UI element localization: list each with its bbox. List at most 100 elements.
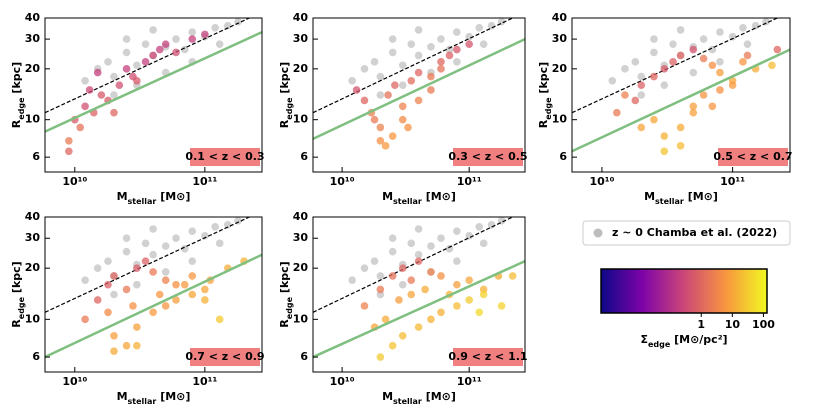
reference-point: [110, 72, 118, 81]
point: [376, 353, 385, 361]
point: [381, 315, 390, 324]
point: [391, 81, 399, 90]
point: [437, 65, 445, 73]
reference-point: [376, 72, 385, 81]
x-tick-label: 10¹¹: [457, 375, 482, 388]
reference-point: [716, 58, 724, 66]
point: [427, 315, 435, 324]
reference-line: [313, 217, 513, 313]
point: [621, 91, 629, 99]
bin-label: 0.3 < z < 0.5: [448, 150, 527, 163]
point: [637, 123, 646, 132]
reference-point: [388, 234, 397, 243]
reference-point: [81, 76, 89, 85]
point: [133, 341, 141, 350]
reference-point: [360, 65, 369, 73]
reference-point: [689, 68, 698, 77]
reference-point: [370, 58, 379, 66]
reference-point: [751, 21, 760, 30]
point: [465, 296, 473, 304]
x-tick-label: 10¹¹: [720, 175, 745, 188]
x-axis-label-rest: [M⊙]: [156, 390, 190, 403]
point: [133, 264, 141, 272]
y-tick-label: 40: [25, 210, 41, 223]
legend-frame: [582, 220, 791, 246]
point: [122, 65, 131, 73]
point: [676, 123, 685, 132]
point: [376, 136, 385, 145]
reference-point: [388, 35, 397, 43]
point: [479, 290, 488, 299]
reference-point: [348, 76, 356, 85]
y-axis-label-sub: edge: [17, 296, 26, 319]
axes-frame: [312, 216, 526, 373]
point: [669, 58, 677, 66]
reference-point: [211, 23, 219, 32]
y-tick-label: 10: [25, 113, 41, 126]
x-axis-label-main: M: [117, 390, 128, 403]
plot-area: [313, 217, 525, 361]
x-tick-label: 10¹⁰: [62, 175, 87, 188]
y-axis-label-sub: edge: [285, 97, 294, 120]
reference-point: [676, 26, 685, 34]
y-axis-label: Redge [kpc]: [537, 62, 553, 128]
point: [149, 308, 157, 317]
point: [395, 296, 403, 304]
y-axis-label-sub: edge: [17, 97, 26, 120]
reference-point: [407, 40, 416, 48]
reference-point: [475, 23, 484, 32]
reference-point: [453, 28, 461, 36]
point: [161, 302, 170, 310]
reference-point: [215, 239, 224, 248]
colorbar: [600, 268, 768, 314]
x-axis-label: Mstellar [M⊙]: [644, 190, 718, 206]
point: [352, 86, 361, 94]
point: [398, 115, 407, 124]
reference-point: [487, 220, 496, 229]
x-axis-label: Mstellar [M⊙]: [382, 190, 456, 206]
point: [115, 81, 124, 90]
y-tick-label: 40: [552, 11, 568, 24]
point: [508, 272, 517, 280]
point: [708, 102, 717, 111]
point: [110, 272, 118, 280]
point: [699, 91, 708, 99]
point: [739, 58, 747, 66]
point: [414, 323, 423, 331]
point: [453, 45, 461, 54]
reference-point: [650, 48, 658, 57]
reference-point: [427, 43, 435, 51]
y-axis-label-sub: edge: [285, 296, 294, 319]
y-tick-label: 40: [293, 210, 309, 223]
x-axis-label: Mstellar [M⊙]: [382, 390, 456, 406]
point: [398, 264, 407, 272]
y-tick-label: 30: [293, 32, 309, 45]
point: [414, 257, 423, 265]
reference-point: [223, 21, 232, 30]
y-tick-label: 10: [293, 113, 309, 126]
fit-line: [45, 30, 262, 133]
colorbar-label: Σedge [M⊙/pc²]: [640, 333, 727, 349]
point: [81, 102, 89, 111]
reference-point: [211, 223, 219, 231]
axes-frame: [44, 216, 263, 373]
x-axis-label-rest: [M⊙]: [156, 190, 190, 203]
fit-line: [572, 48, 790, 153]
reference-point: [453, 257, 461, 265]
reference-line: [313, 18, 513, 114]
reference-point: [660, 81, 669, 90]
reference-point: [122, 48, 131, 57]
reference-point: [427, 242, 435, 250]
colorbar-label-sub: edge: [648, 340, 671, 349]
axes-frame: [571, 17, 791, 173]
bin-label-box: [453, 148, 523, 166]
point: [689, 108, 698, 117]
point: [180, 280, 189, 289]
x-axis-label: Mstellar [M⊙]: [117, 190, 191, 206]
reference-point: [110, 290, 118, 299]
reference-point: [465, 232, 473, 240]
point: [445, 51, 454, 60]
point: [141, 257, 150, 265]
point: [201, 30, 209, 39]
plot-area: [45, 18, 262, 156]
